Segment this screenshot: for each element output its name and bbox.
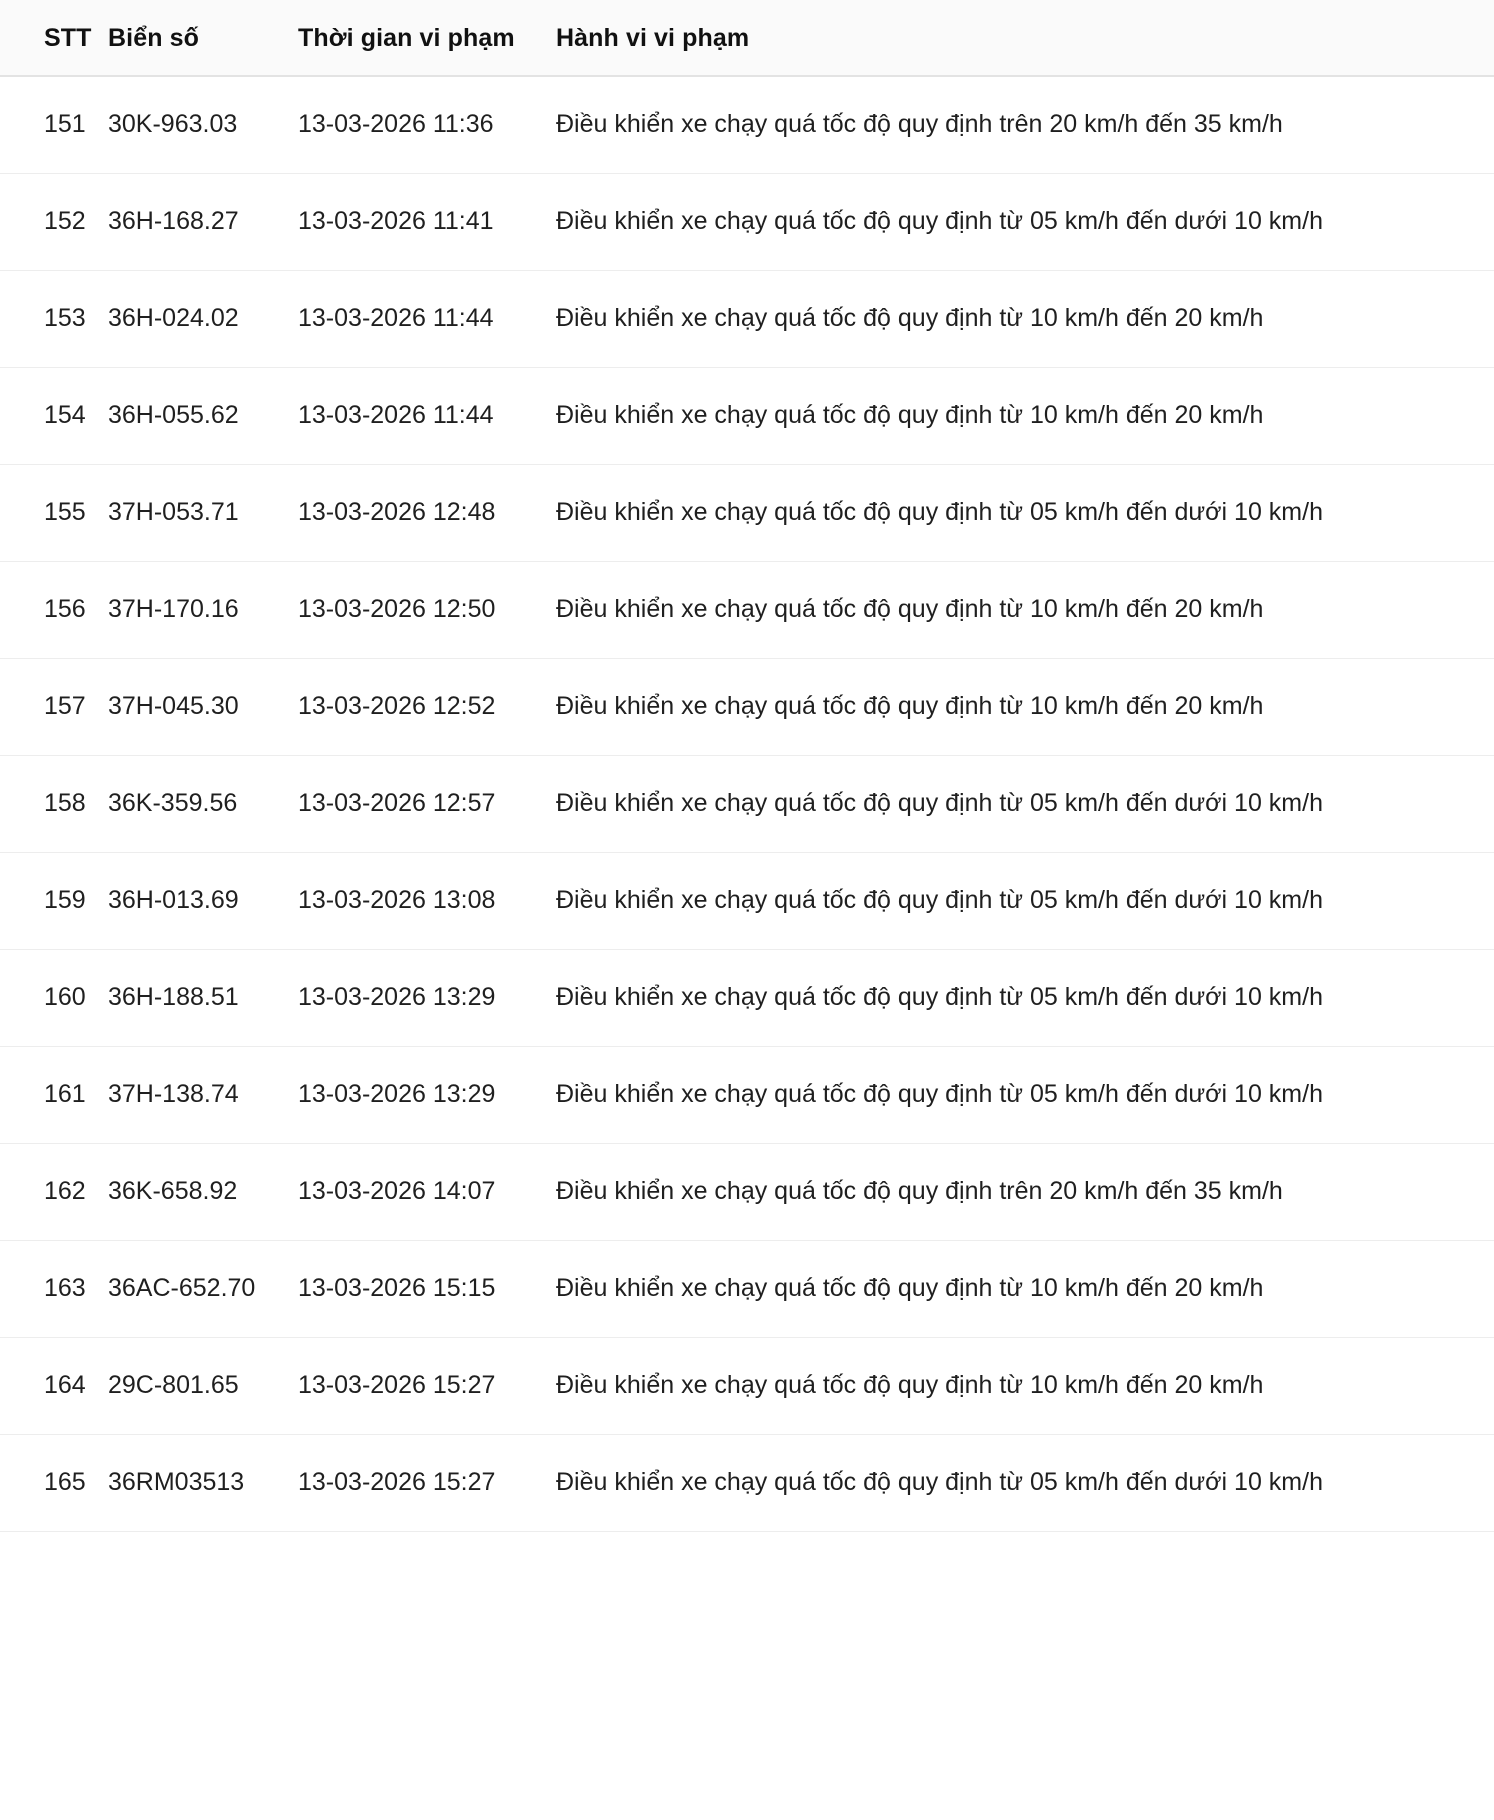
cell-violation-time: 13-03-2026 13:29 [298, 949, 556, 1047]
cell-license-plate: 30K-963.03 [108, 76, 298, 174]
cell-license-plate: 37H-053.71 [108, 464, 298, 562]
cell-license-plate: 37H-170.16 [108, 561, 298, 659]
table-row: 165 36RM03513 13-03-2026 15:27 Điều khiển x… [0, 1434, 1494, 1532]
table-row: 154 36H-055.62 13-03-2026 11:44 Điều khiển … [0, 367, 1494, 465]
cell-license-plate: 37H-045.30 [108, 658, 298, 756]
cell-license-plate: 37H-138.74 [108, 1046, 298, 1144]
table-row: 152 36H-168.27 13-03-2026 11:41 Điều khiển … [0, 173, 1494, 271]
cell-violation-behavior: Điều khiển xe chạy quá tốc độ quy định t… [556, 755, 1494, 853]
cell-violation-time: 13-03-2026 11:44 [298, 367, 556, 465]
cell-license-plate: 36H-013.69 [108, 852, 298, 950]
cell-violation-behavior: Điều khiển xe chạy quá tốc độ quy định t… [556, 1240, 1494, 1338]
cell-violation-behavior: Điều khiển xe chạy quá tốc độ quy định t… [556, 949, 1494, 1047]
cell-stt: 157 [0, 658, 108, 756]
cell-license-plate: 36RM03513 [108, 1434, 298, 1532]
cell-violation-time: 13-03-2026 12:50 [298, 561, 556, 659]
table-header: STT Biển số Thời gian vi phạm Hành vi vi… [0, 0, 1494, 77]
cell-stt: 164 [0, 1337, 108, 1435]
table-header-row: STT Biển số Thời gian vi phạm Hành vi vi… [0, 0, 1494, 77]
cell-violation-time: 13-03-2026 12:48 [298, 464, 556, 562]
cell-violation-behavior: Điều khiển xe chạy quá tốc độ quy định t… [556, 1337, 1494, 1435]
table-row: 160 36H-188.51 13-03-2026 13:29 Điều khiển … [0, 949, 1494, 1047]
table-row: 163 36AC-652.70 13-03-2026 15:15 Điều khiển… [0, 1240, 1494, 1338]
table-row: 155 37H-053.71 13-03-2026 12:48 Điều khiển … [0, 464, 1494, 562]
cell-stt: 151 [0, 76, 108, 174]
table-row: 164 29C-801.65 13-03-2026 15:27 Điều khiển … [0, 1337, 1494, 1435]
cell-stt: 158 [0, 755, 108, 853]
cell-violation-behavior: Điều khiển xe chạy quá tốc độ quy định t… [556, 852, 1494, 950]
cell-violation-time: 13-03-2026 13:08 [298, 852, 556, 950]
cell-violation-time: 13-03-2026 15:27 [298, 1337, 556, 1435]
cell-violation-time: 13-03-2026 12:57 [298, 755, 556, 853]
table-row: 162 36K-658.92 13-03-2026 14:07 Điều khiển … [0, 1143, 1494, 1241]
table-row: 153 36H-024.02 13-03-2026 11:44 Điều khiển … [0, 270, 1494, 368]
cell-stt: 152 [0, 173, 108, 271]
cell-violation-time: 13-03-2026 12:52 [298, 658, 556, 756]
cell-violation-behavior: Điều khiển xe chạy quá tốc độ quy định t… [556, 464, 1494, 562]
cell-violation-behavior: Điều khiển xe chạy quá tốc độ quy định t… [556, 270, 1494, 368]
cell-violation-behavior: Điều khiển xe chạy quá tốc độ quy định t… [556, 1143, 1494, 1241]
cell-license-plate: 36H-188.51 [108, 949, 298, 1047]
table-row: 158 36K-359.56 13-03-2026 12:57 Điều khiển … [0, 755, 1494, 853]
cell-stt: 161 [0, 1046, 108, 1144]
column-header-plate: Biển số [108, 0, 298, 77]
column-header-behavior: Hành vi vi phạm [556, 0, 1494, 77]
cell-violation-behavior: Điều khiển xe chạy quá tốc độ quy định t… [556, 1434, 1494, 1532]
cell-violation-time: 13-03-2026 13:29 [298, 1046, 556, 1144]
cell-violation-behavior: Điều khiển xe chạy quá tốc độ quy định t… [556, 367, 1494, 465]
cell-stt: 153 [0, 270, 108, 368]
cell-license-plate: 36H-168.27 [108, 173, 298, 271]
cell-stt: 159 [0, 852, 108, 950]
cell-violation-behavior: Điều khiển xe chạy quá tốc độ quy định t… [556, 76, 1494, 174]
cell-violation-time: 13-03-2026 11:41 [298, 173, 556, 271]
cell-stt: 160 [0, 949, 108, 1047]
cell-license-plate: 36K-359.56 [108, 755, 298, 853]
column-header-time: Thời gian vi phạm [298, 0, 556, 77]
cell-stt: 163 [0, 1240, 108, 1338]
cell-stt: 154 [0, 367, 108, 465]
cell-license-plate: 36K-658.92 [108, 1143, 298, 1241]
table-row: 156 37H-170.16 13-03-2026 12:50 Điều khiển … [0, 561, 1494, 659]
cell-violation-behavior: Điều khiển xe chạy quá tốc độ quy định t… [556, 561, 1494, 659]
cell-license-plate: 36H-024.02 [108, 270, 298, 368]
cell-violation-behavior: Điều khiển xe chạy quá tốc độ quy định t… [556, 1046, 1494, 1144]
cell-license-plate: 36AC-652.70 [108, 1240, 298, 1338]
table-row: 161 37H-138.74 13-03-2026 13:29 Điều khiển … [0, 1046, 1494, 1144]
cell-stt: 165 [0, 1434, 108, 1532]
cell-violation-behavior: Điều khiển xe chạy quá tốc độ quy định t… [556, 173, 1494, 271]
table-row: 151 30K-963.03 13-03-2026 11:36 Điều khiển … [0, 76, 1494, 174]
cell-violation-time: 13-03-2026 15:27 [298, 1434, 556, 1532]
table-body: 151 30K-963.03 13-03-2026 11:36 Điều khiển … [0, 76, 1494, 1532]
cell-stt: 155 [0, 464, 108, 562]
column-header-stt: STT [0, 0, 108, 77]
table-row: 157 37H-045.30 13-03-2026 12:52 Điều khiển … [0, 658, 1494, 756]
cell-stt: 156 [0, 561, 108, 659]
cell-violation-time: 13-03-2026 11:44 [298, 270, 556, 368]
violations-table: STT Biển số Thời gian vi phạm Hành vi vi… [0, 0, 1494, 1532]
cell-violation-behavior: Điều khiển xe chạy quá tốc độ quy định t… [556, 658, 1494, 756]
cell-license-plate: 29C-801.65 [108, 1337, 298, 1435]
cell-violation-time: 13-03-2026 14:07 [298, 1143, 556, 1241]
cell-license-plate: 36H-055.62 [108, 367, 298, 465]
cell-stt: 162 [0, 1143, 108, 1241]
table-row: 159 36H-013.69 13-03-2026 13:08 Điều khiển … [0, 852, 1494, 950]
cell-violation-time: 13-03-2026 11:36 [298, 76, 556, 174]
cell-violation-time: 13-03-2026 15:15 [298, 1240, 556, 1338]
